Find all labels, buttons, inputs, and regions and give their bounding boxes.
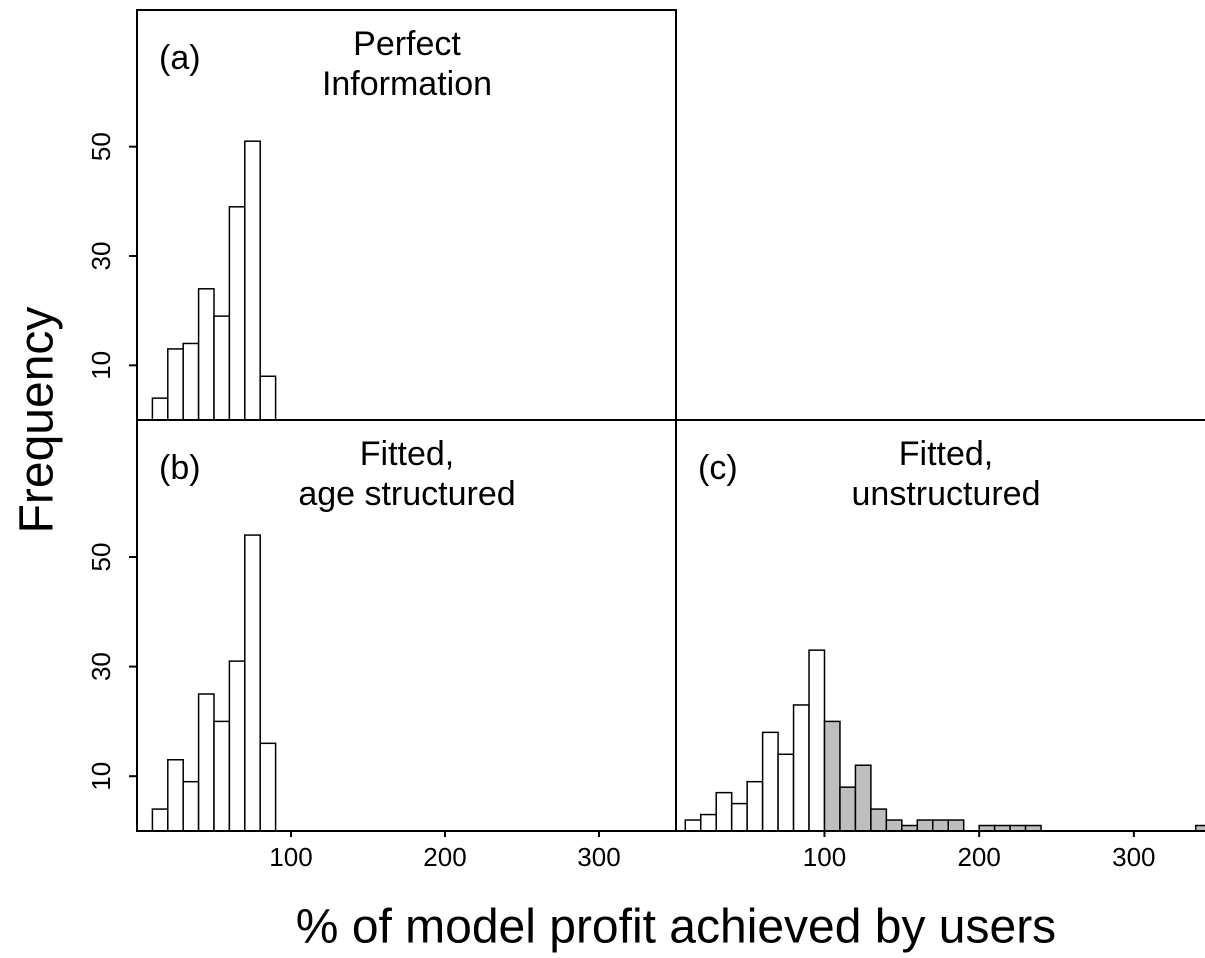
bar [730,802,748,832]
bar [839,786,857,832]
bar [151,397,169,421]
y-tick-label: 30 [86,242,116,271]
bar [746,780,764,832]
bar [244,534,261,832]
bar [228,206,246,421]
bar [259,742,277,832]
bar [167,348,184,421]
bar [932,819,949,832]
x-tick-label: 200 [423,842,466,872]
bar [182,780,200,832]
x-tick-label: 300 [577,842,620,872]
bar [947,819,965,832]
panel-label: (a) [159,39,201,77]
bar [885,819,903,832]
bar [761,731,779,832]
y-axis-label: Frequency [11,307,64,534]
panel-title: Perfect [353,25,461,63]
bar [699,813,717,832]
panel-title: age structured [298,475,515,513]
panel-title: Fitted, [899,435,993,473]
panel-label: (c) [698,449,738,487]
panel-frame [675,419,1205,832]
bar [870,808,888,832]
bar [715,791,733,832]
bar [808,649,826,832]
bar [197,693,215,832]
y-tick-label: 10 [86,351,116,380]
bar [151,808,169,832]
bar [684,819,702,832]
bar [244,140,261,421]
bar [916,819,934,832]
x-tick-label: 300 [1112,842,1155,872]
bar [777,753,795,832]
x-tick-label: 100 [269,842,312,872]
bar [213,315,231,421]
bar [182,342,200,421]
x-axis-label: % of model profit achieved by users [296,901,1056,954]
bar [792,704,810,832]
panel-title: Fitted, [360,435,454,473]
panel-title: Information [322,65,492,103]
y-tick-label: 10 [86,762,116,791]
x-tick-label: 100 [803,842,846,872]
panel-title: unstructured [852,475,1041,513]
y-tick-label: 50 [86,132,116,161]
bar [854,764,872,832]
bar [167,759,184,832]
bar [197,288,215,421]
bar [228,660,246,832]
x-tick-label: 200 [957,842,1000,872]
bar [259,375,277,421]
panel-label: (b) [159,449,201,487]
y-tick-label: 30 [86,652,116,681]
y-tick-label: 50 [86,543,116,572]
bar [823,720,841,832]
bar [213,720,231,832]
